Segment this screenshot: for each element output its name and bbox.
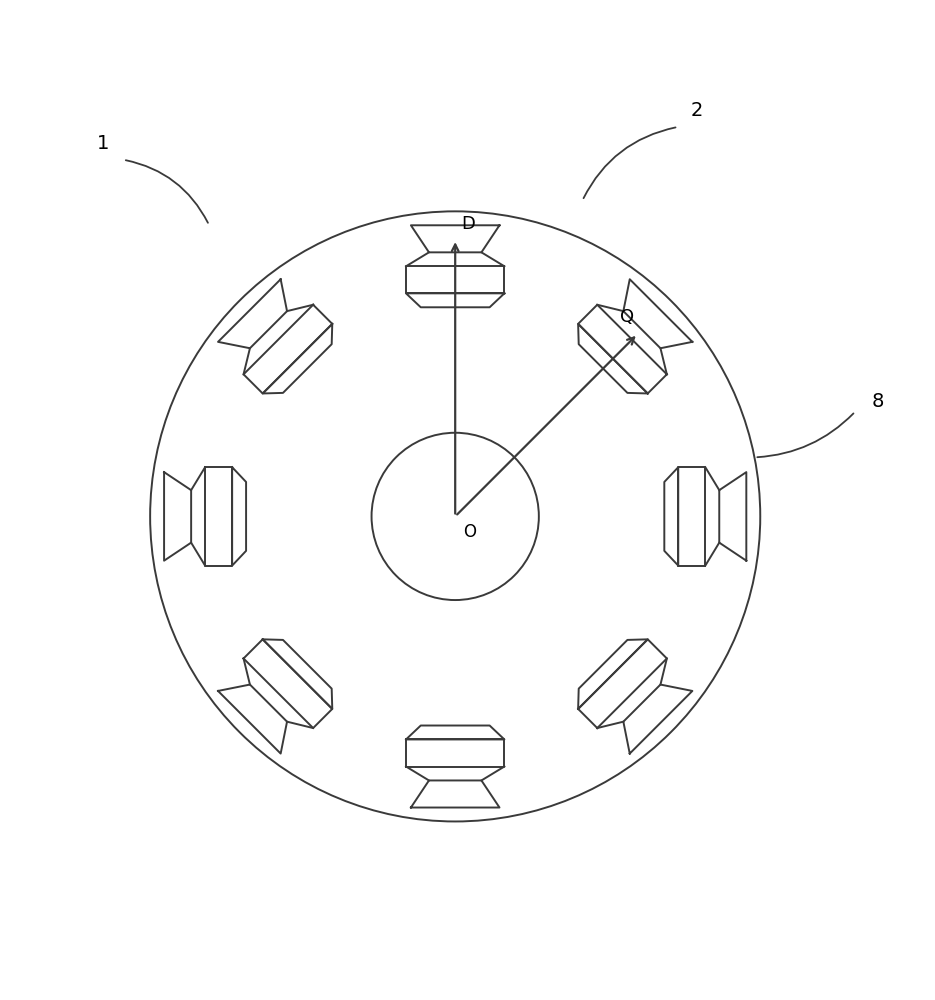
Text: 2: 2 <box>691 101 703 120</box>
Text: Q: Q <box>620 308 634 326</box>
Text: O: O <box>464 523 477 541</box>
Text: D: D <box>461 215 475 233</box>
Text: 1: 1 <box>96 134 108 153</box>
Text: 8: 8 <box>871 392 884 411</box>
